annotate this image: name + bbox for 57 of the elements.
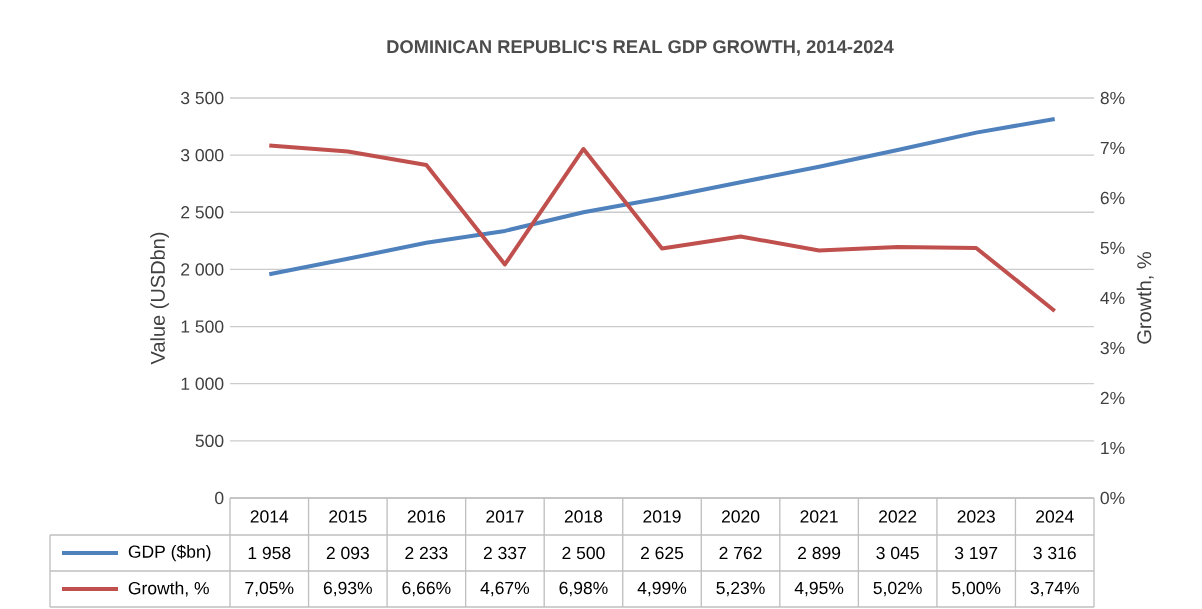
data-label: 6,93% [323, 581, 372, 597]
data-label: 7,05% [245, 581, 294, 597]
x-tick-label: 2024 [1036, 510, 1074, 523]
x-tick-label: 2020 [721, 510, 760, 523]
data-label: 4,99% [637, 581, 687, 597]
y-tick-label: 500 [195, 434, 224, 448]
data-label: 2 625 [641, 546, 684, 560]
x-tick-label: 2019 [643, 510, 681, 523]
y2-tick-label: 6% [1100, 191, 1125, 205]
y-axis-title: Value (USDbn) [150, 232, 169, 365]
data-label: 6,98% [559, 581, 608, 597]
data-label: 2 337 [483, 546, 526, 560]
legend-label: GDP ($bn) [128, 544, 211, 562]
chart-title: DOMINICAN REPUBLIC'S REAL GDP GROWTH, 2014-2024 [387, 40, 894, 56]
y2-tick-label: 0% [1100, 491, 1125, 505]
data-label: 1 958 [248, 546, 291, 560]
data-label: 3 045 [876, 546, 919, 560]
data-label: 2 093 [326, 546, 369, 560]
x-tick-label: 2023 [957, 510, 995, 523]
data-label: 2 233 [405, 546, 448, 560]
x-tick-label: 2017 [486, 510, 524, 523]
legend-label: Growth, % [128, 581, 209, 597]
x-tick-label: 2021 [800, 510, 838, 523]
line-series [267, 117, 1057, 277]
line-series [267, 143, 1057, 313]
y2-tick-label: 2% [1100, 391, 1125, 405]
y-tick-label: 2 500 [181, 206, 224, 219]
x-tick-label: 2014 [250, 510, 289, 523]
y2-tick-label: 3% [1100, 341, 1125, 355]
y-tick-label: 0 [215, 491, 224, 505]
y-tick-label: 1 000 [181, 377, 224, 390]
data-label: 3 316 [1033, 546, 1076, 560]
data-label: 4,67% [480, 581, 530, 597]
x-tick-label: 2022 [879, 510, 917, 523]
data-label: 2 762 [719, 546, 762, 560]
y-tick-label: 1 500 [181, 320, 224, 333]
data-label: 5,00% [952, 581, 1001, 597]
y2-axis-title: Growth, % [1136, 252, 1154, 344]
data-label: 6,66% [402, 581, 451, 597]
x-tick-label: 2018 [564, 510, 603, 523]
data-label: 2 500 [562, 546, 605, 560]
y2-tick-label: 7% [1100, 141, 1125, 155]
y-tick-label: 3 000 [180, 148, 224, 162]
y2-tick-label: 4% [1100, 291, 1125, 305]
x-tick-label: 2016 [407, 510, 446, 523]
y-tick-label: 3 500 [180, 91, 224, 105]
data-label: 3,74% [1030, 581, 1079, 597]
x-tick-label: 2015 [329, 510, 367, 523]
data-label: 2 899 [798, 546, 841, 560]
y2-tick-label: 1% [1101, 441, 1125, 455]
data-label: 5,23% [716, 581, 765, 597]
data-label: 4,95% [794, 581, 844, 597]
y2-tick-label: 8% [1100, 91, 1125, 105]
data-label: 3 197 [954, 546, 998, 560]
y2-tick-label: 5% [1100, 241, 1125, 255]
data-label: 5,02% [873, 581, 922, 597]
y-tick-label: 2 000 [181, 263, 224, 276]
